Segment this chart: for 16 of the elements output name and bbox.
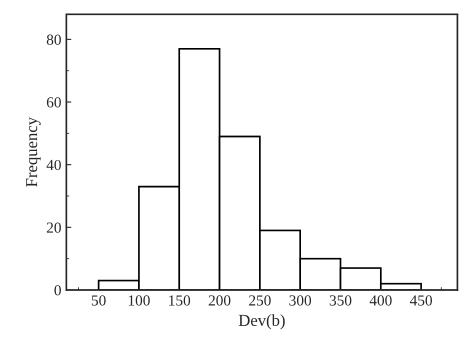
y-tick-label: 80 bbox=[46, 34, 61, 45]
x-tick-label: 150 bbox=[169, 295, 190, 306]
y-tick-label: 20 bbox=[46, 222, 61, 233]
x-tick-label: 350 bbox=[330, 295, 352, 306]
x-tick-label: 400 bbox=[370, 295, 392, 306]
x-tick-label: 450 bbox=[410, 295, 432, 306]
x-axis-title: Dev(b) bbox=[238, 314, 285, 330]
y-tick-label: 40 bbox=[46, 160, 61, 170]
y-tick-label: 0 bbox=[54, 285, 61, 296]
x-tick-label: 50 bbox=[92, 295, 106, 306]
x-tick-label: 200 bbox=[208, 295, 230, 306]
x-tick-label: 250 bbox=[249, 295, 271, 306]
x-tick-label: 100 bbox=[128, 295, 150, 306]
x-tick-label: 300 bbox=[289, 295, 312, 306]
y-tick-label: 60 bbox=[46, 97, 61, 108]
y-axis-title: Frequency bbox=[26, 117, 41, 187]
